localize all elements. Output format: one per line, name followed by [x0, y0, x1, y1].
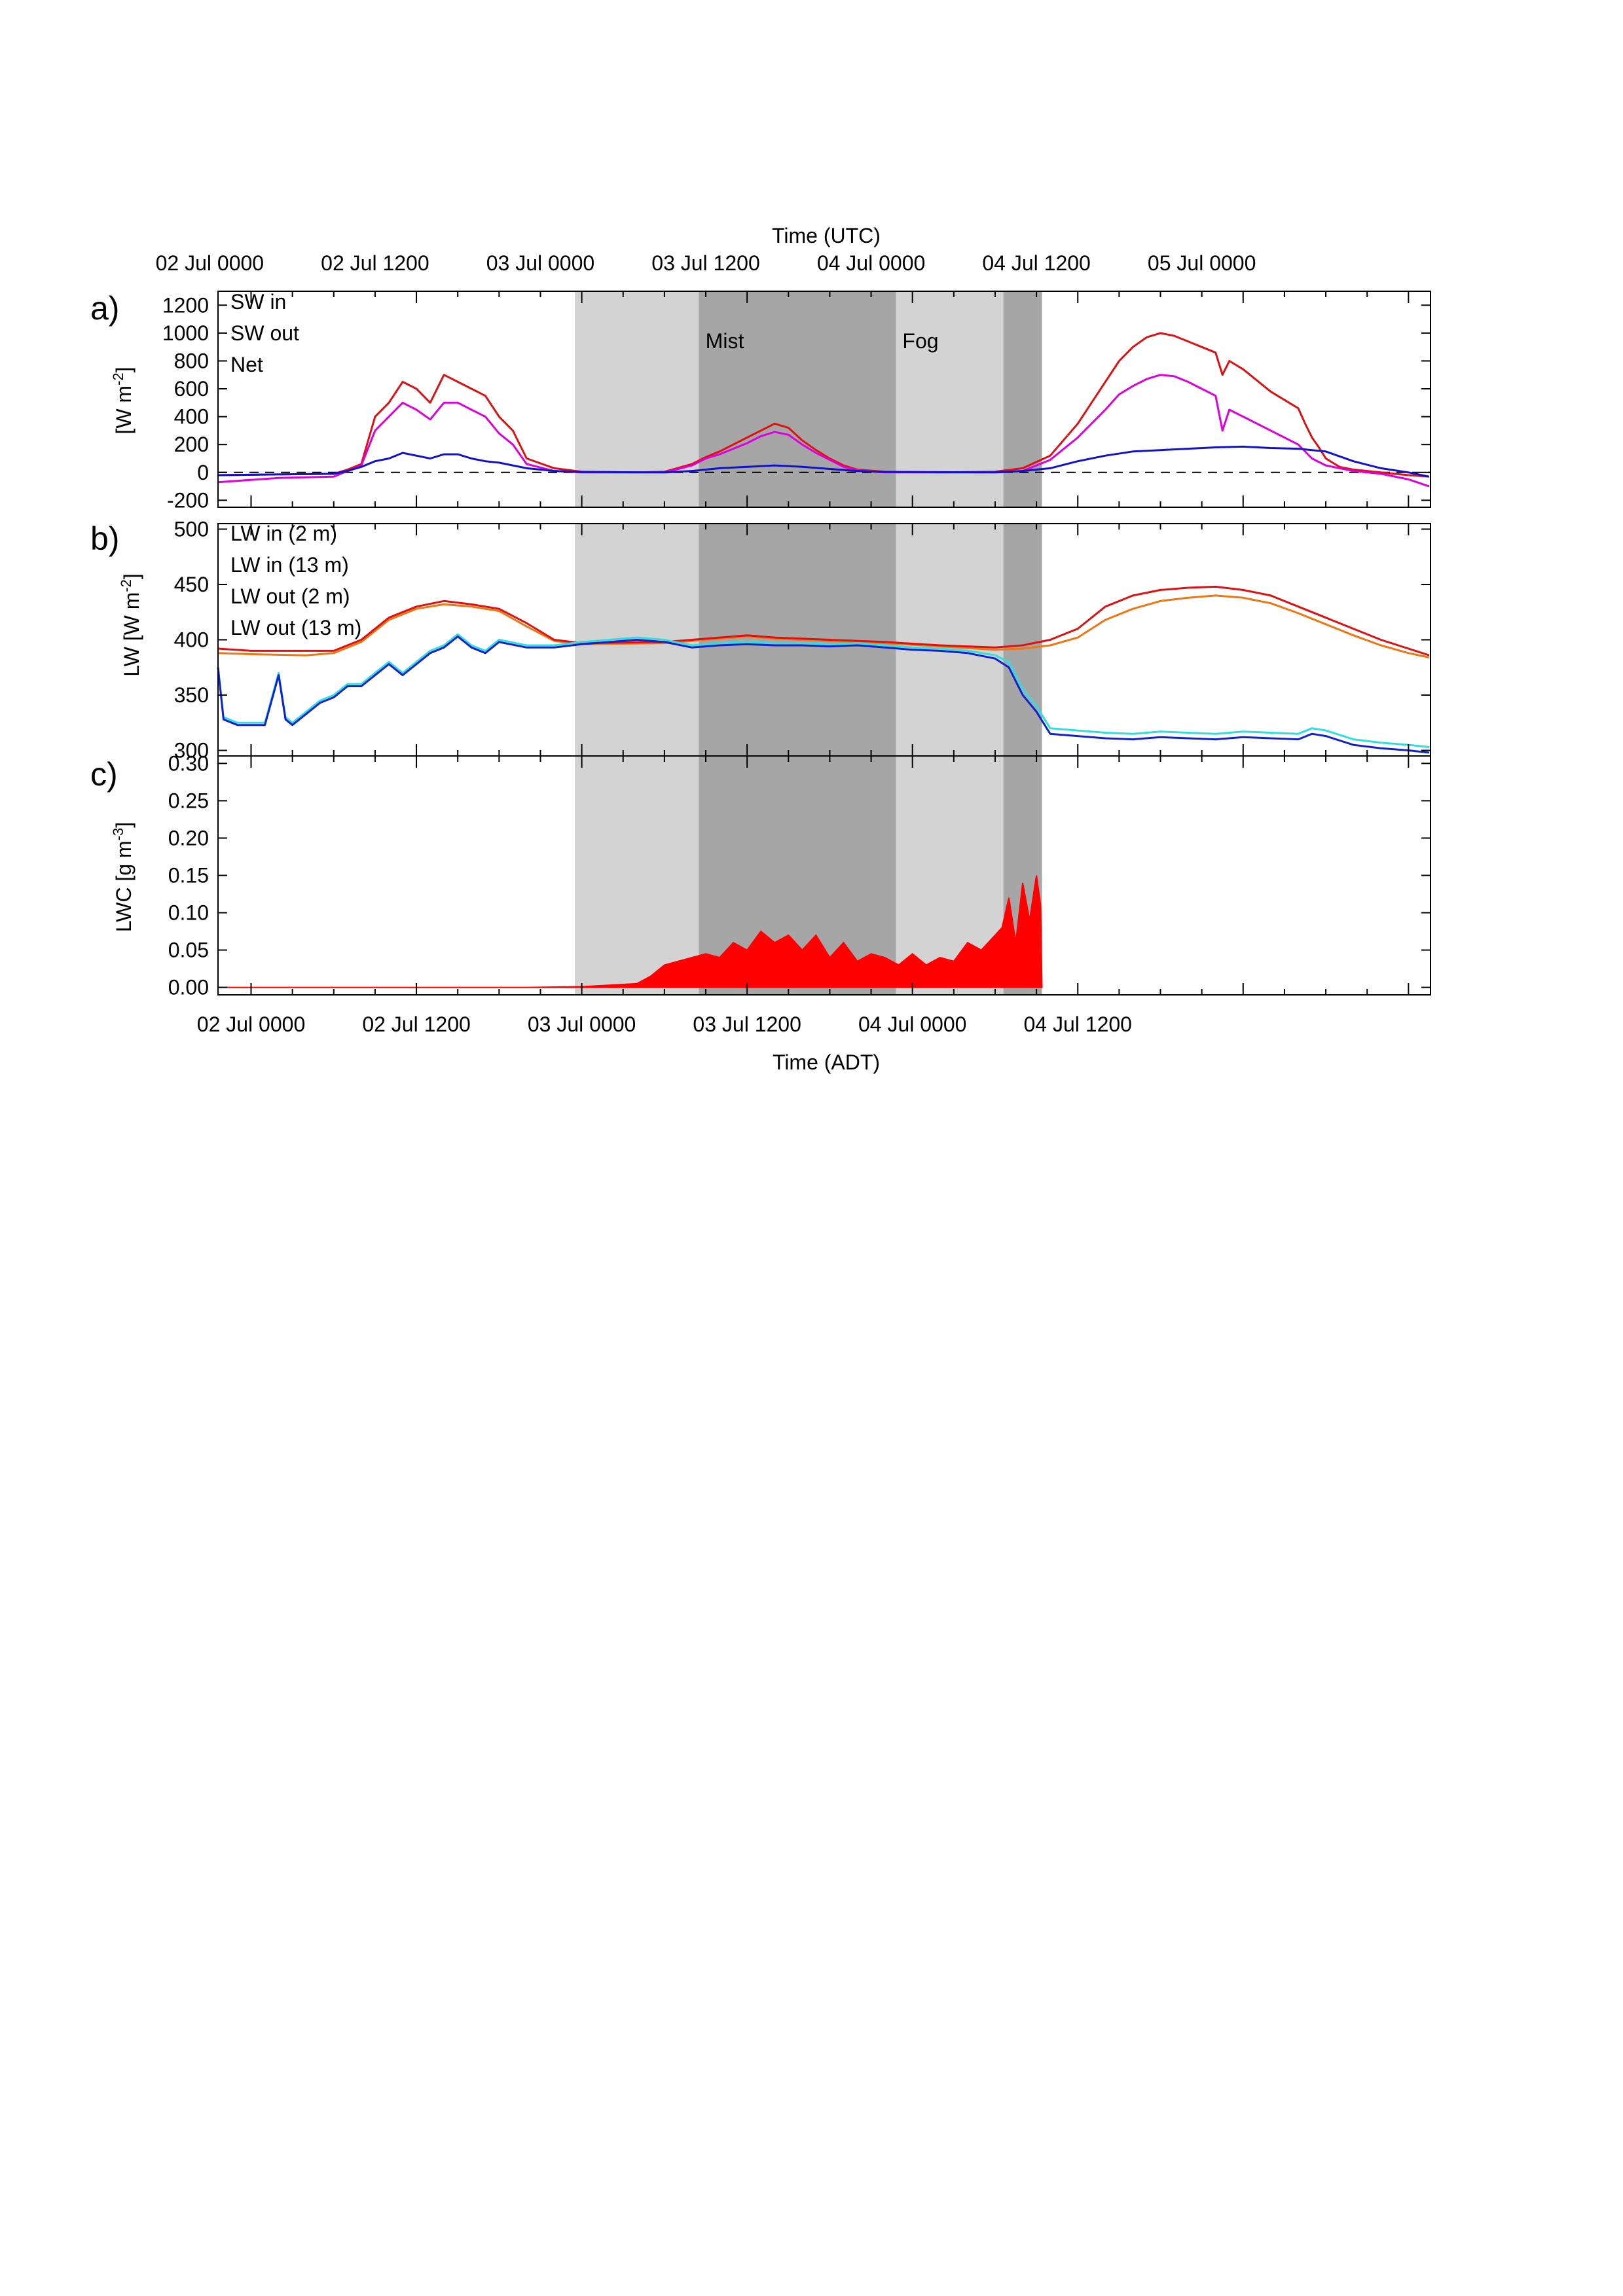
legend-net: Net	[230, 353, 263, 376]
ytick-label: 400	[174, 628, 209, 652]
panel-b-legend: LW in (2 m) LW in (13 m) LW out (2 m) LW ou…	[230, 522, 361, 639]
panel-c-label: c)	[90, 756, 118, 793]
top-axis-ticks: 02 Jul 0000 02 Jul 1200 03 Jul 0000 03 Jul …	[156, 251, 1256, 275]
panel-b-ylabel: LW [W m-2]	[118, 573, 143, 677]
panel-b-series	[217, 585, 1430, 754]
ytick-label: 0.30	[168, 751, 209, 775]
series-sw-out	[217, 445, 1430, 478]
ytick-label: 1000	[162, 321, 209, 345]
panel-a-ylabel: [W m-2]	[110, 367, 136, 434]
series-lw-in-13-m-	[217, 635, 1430, 754]
top-tick-label: 02 Jul 0000	[156, 251, 264, 275]
legend-lw-out-2-m-: LW out (2 m)	[230, 584, 350, 608]
series-sw-in	[217, 332, 1430, 478]
ytick-label: 0.05	[168, 939, 209, 962]
shade-fog-1	[699, 291, 896, 507]
panel-a-series	[217, 332, 1430, 488]
bottom-tick-label: 02 Jul 0000	[197, 1013, 305, 1036]
series-lw-out-13-m-	[217, 594, 1430, 658]
bottom-axis-ticks: 02 Jul 0000 02 Jul 1200 03 Jul 0000 03 Jul …	[197, 1013, 1132, 1036]
ytick-label: 0.20	[168, 826, 209, 850]
shade-mist-0	[575, 756, 699, 995]
bottom-tick-label: 04 Jul 0000	[858, 1013, 966, 1036]
panel-a-label: a)	[90, 290, 119, 327]
panel-a-xticks	[250, 291, 1410, 507]
ytick-label: 0.00	[168, 976, 209, 999]
panel-b-longwave: b) LW [W m-2] 300 350 400 450 500 LW in (2 m…	[90, 517, 1431, 762]
series-lwc	[218, 875, 1043, 988]
bottom-axis-title: Time (ADT)	[773, 1050, 880, 1074]
panel-a-shading	[575, 291, 1042, 507]
ytick-label: 800	[174, 349, 209, 372]
mist-label: Mist	[706, 329, 744, 353]
ytick-label: 350	[174, 683, 209, 707]
legend-sw-out: SW out	[230, 321, 299, 345]
ytick-label: 400	[174, 405, 209, 429]
panel-b-label: b)	[90, 520, 119, 557]
bottom-tick-label: 03 Jul 0000	[528, 1013, 636, 1036]
panel-a-shortwave: a) [W m-2] -200 0 200 400 600 800 1000 1200 Mis…	[90, 290, 1431, 512]
ytick-label: 450	[174, 573, 209, 596]
ytick-label: 0	[197, 461, 209, 484]
legend-sw-in: SW in	[230, 290, 286, 314]
panel-c-ylabel: LWC [g m-3]	[110, 822, 136, 932]
shade-fog-3	[1003, 524, 1042, 756]
panel-a-legend: SW in SW out Net	[230, 290, 299, 376]
fog-label: Fog	[902, 329, 938, 353]
ytick-label: 200	[174, 433, 209, 456]
bottom-tick-label: 02 Jul 1200	[362, 1013, 470, 1036]
ytick-label: 0.25	[168, 789, 209, 812]
ytick-label: -200	[167, 488, 209, 512]
panel-c-frame	[217, 755, 1431, 996]
legend-lw-in-13-m-: LW in (13 m)	[230, 553, 349, 577]
top-tick-label: 03 Jul 0000	[486, 251, 594, 275]
ytick-label: 500	[174, 517, 209, 541]
shade-mist-2	[896, 524, 1004, 756]
top-axis-title: Time (UTC)	[772, 224, 881, 247]
panel-b-xticks	[250, 524, 1410, 756]
bottom-tick-label: 03 Jul 1200	[693, 1013, 801, 1036]
legend-lw-out-13-m-: LW out (13 m)	[230, 616, 361, 639]
series-net	[217, 374, 1430, 488]
panel-b-yticks: 300 350 400 450 500	[174, 517, 1431, 762]
ytick-label: 600	[174, 377, 209, 401]
shade-mist-0	[575, 291, 699, 507]
panel-c-yticks: 0.00 0.05 0.10 0.15 0.20 0.25 0.30	[168, 751, 1431, 999]
top-tick-label: 05 Jul 0000	[1148, 251, 1256, 275]
shade-fog-3	[1003, 291, 1042, 507]
top-tick-label: 04 Jul 1200	[982, 251, 1090, 275]
panel-c-xticks	[250, 756, 1410, 995]
panel-a-yticks: -200 0 200 400 600 800 1000 1200	[162, 293, 1431, 512]
series-lw-out-2-m-	[217, 585, 1430, 656]
ytick-label: 0.10	[168, 901, 209, 925]
top-tick-label: 03 Jul 1200	[651, 251, 759, 275]
shade-mist-2	[896, 291, 1004, 507]
panel-a-frame	[217, 291, 1431, 508]
ytick-label: 1200	[162, 293, 209, 317]
series-lw-in-2-m-	[217, 633, 1430, 748]
panel-c-series	[218, 875, 1043, 988]
bottom-tick-label: 04 Jul 1200	[1024, 1013, 1132, 1036]
top-tick-label: 04 Jul 0000	[817, 251, 925, 275]
ytick-label: 0.15	[168, 864, 209, 888]
ytick-label: 300	[174, 739, 209, 762]
panel-c-lwc: c) LWC [g m-3] 0.000.050.100.150.200.250…	[90, 751, 1431, 999]
top-tick-label: 02 Jul 1200	[321, 251, 429, 275]
legend-lw-in-2-m-: LW in (2 m)	[230, 522, 337, 545]
